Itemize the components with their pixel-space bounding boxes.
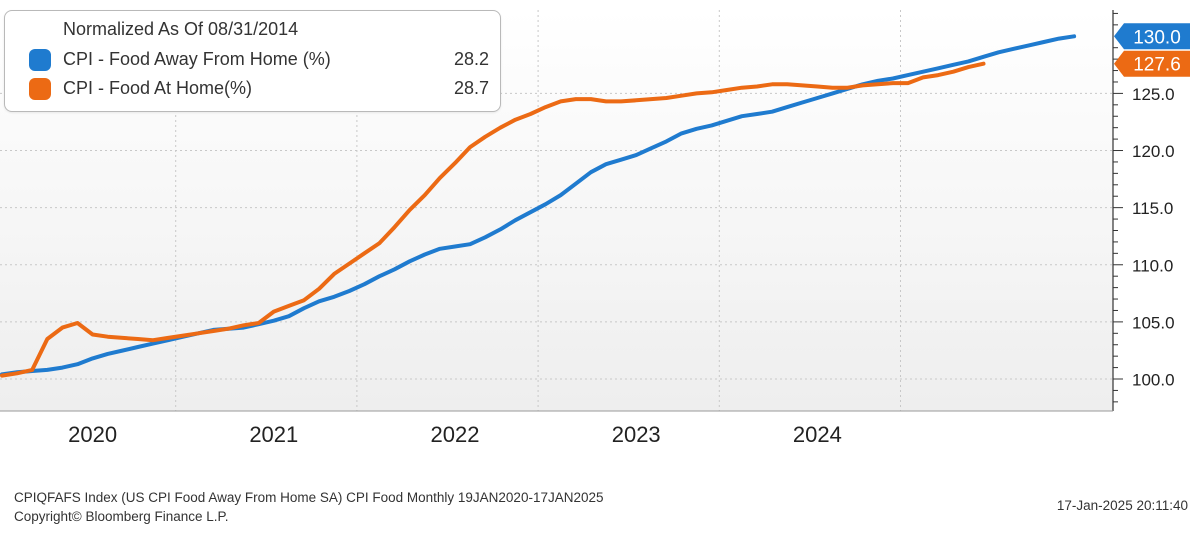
y-tick-label: 105.0 (1132, 313, 1175, 332)
x-tick-label: 2021 (249, 422, 298, 447)
legend-swatch-orange (29, 78, 51, 100)
y-tick-label: 120.0 (1132, 142, 1175, 161)
last-value-tag (1114, 23, 1190, 50)
series-line-1 (0, 61, 986, 378)
footer-copyright: Copyright© Bloomberg Finance L.P. (14, 509, 229, 524)
footer-timestamp: 17-Jan-2025 20:11:40 (1056, 498, 1188, 513)
legend-swatch-blue (29, 49, 51, 71)
legend-item-food-home[interactable]: CPI - Food At Home(%) 28.7 (29, 77, 489, 101)
footer-description: CPIQFAFS Index (US CPI Food Away From Ho… (14, 490, 604, 505)
x-tick-label: 2023 (612, 422, 661, 447)
legend-item-food-away[interactable]: CPI - Food Away From Home (%) 28.2 (29, 48, 489, 72)
last-value-tag (1114, 50, 1190, 77)
y-tick-label: 110.0 (1132, 256, 1173, 275)
last-value-text: 130.0 (1133, 27, 1181, 48)
legend-title: Normalized As Of 08/31/2014 (63, 19, 299, 39)
y-tick-label: 115.0 (1132, 199, 1173, 218)
x-tick-label: 2020 (68, 422, 117, 447)
x-tick-label: 2022 (431, 422, 480, 447)
legend-label: CPI - Food At Home(%) (63, 78, 253, 98)
y-axis-ticks: 100.0 105.0 110.0 115.0 120.0 125.0 (1113, 12, 1175, 403)
legend: Normalized As Of 08/31/2014 CPI - Food A… (4, 10, 501, 112)
y-tick-label: 125.0 (1132, 85, 1175, 104)
x-tick-label: 2024 (793, 422, 842, 447)
x-axis-ticks: 2020 2021 2022 2023 2024 (68, 422, 842, 447)
last-value-labels: 130.0 127.6 (1114, 23, 1190, 77)
last-value-text: 127.6 (1133, 55, 1181, 76)
legend-label: CPI - Food Away From Home (%) (63, 49, 331, 69)
y-tick-label: 100.0 (1132, 371, 1175, 390)
series-lines (0, 34, 1077, 378)
legend-value: 28.2 (453, 49, 489, 69)
legend-value: 28.7 (453, 78, 489, 98)
